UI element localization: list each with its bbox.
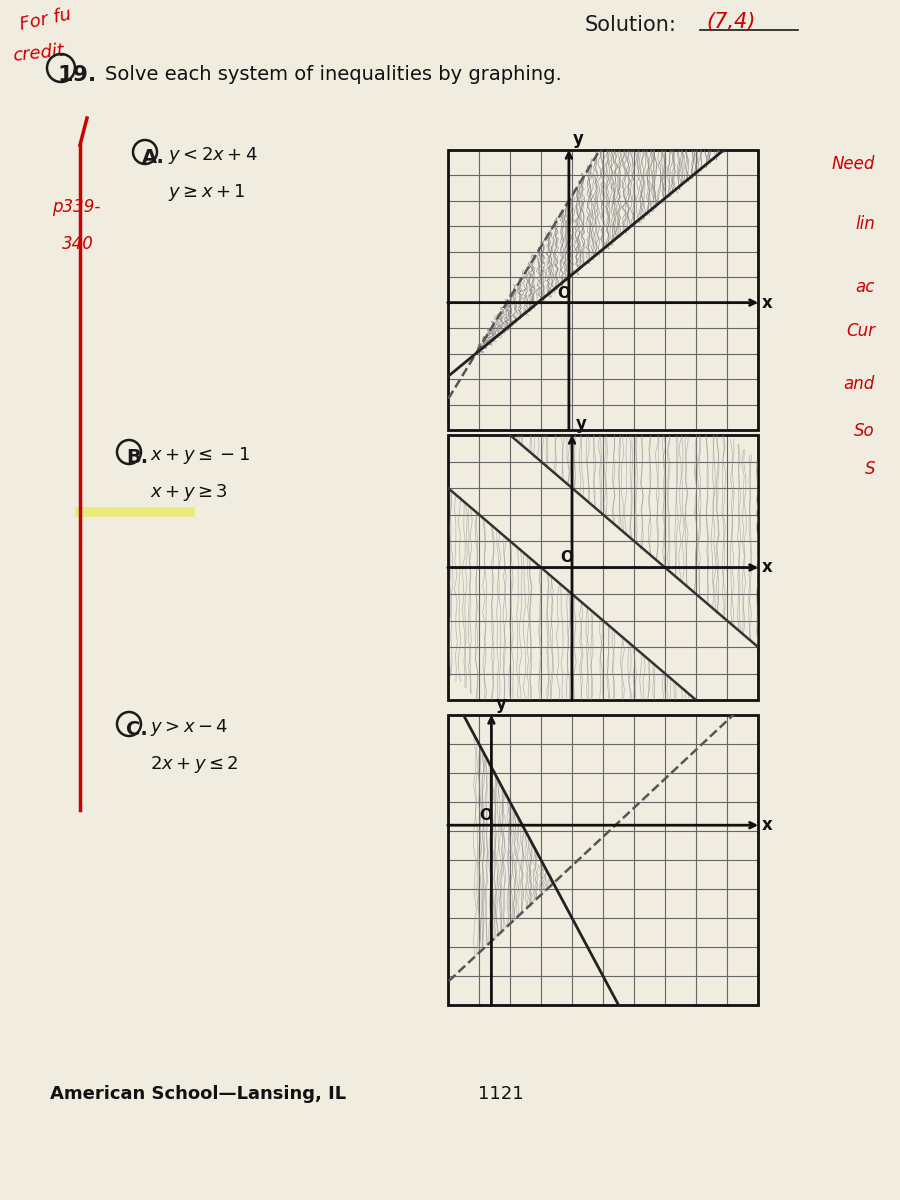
Text: x: x	[762, 294, 773, 312]
Text: 1121: 1121	[478, 1085, 524, 1103]
Text: $x + y \geq 3$: $x + y \geq 3$	[150, 482, 228, 503]
Bar	[448, 150, 758, 430]
Text: Solution:: Solution:	[585, 14, 677, 35]
Text: x: x	[762, 558, 773, 576]
Text: ac: ac	[856, 278, 875, 296]
Text: p339-: p339-	[52, 198, 101, 216]
Bar	[448, 434, 758, 700]
Text: For fu: For fu	[18, 5, 73, 34]
Text: $2x + y \leq 2$: $2x + y \leq 2$	[150, 754, 238, 775]
Text: 19.: 19.	[58, 65, 97, 85]
Bar	[448, 715, 758, 1006]
Text: and: and	[844, 374, 875, 392]
Text: 340: 340	[62, 235, 94, 253]
Text: $y > x - 4$: $y > x - 4$	[150, 716, 229, 738]
Text: y: y	[573, 130, 584, 148]
Text: Cur: Cur	[846, 322, 875, 340]
Text: Need: Need	[832, 155, 875, 173]
Text: American School—Lansing, IL: American School—Lansing, IL	[50, 1085, 346, 1103]
Text: (7,4): (7,4)	[706, 12, 755, 32]
Text: $x + y \leq -1$: $x + y \leq -1$	[150, 445, 250, 466]
Text: $y \geq x + 1$: $y \geq x + 1$	[168, 182, 246, 203]
Text: O: O	[480, 809, 492, 823]
Text: x: x	[762, 816, 773, 834]
Text: O: O	[560, 551, 573, 565]
Text: So: So	[854, 422, 875, 440]
Text: A.: A.	[142, 148, 165, 167]
Text: B.: B.	[126, 448, 148, 467]
Text: $y < 2x + 4$: $y < 2x + 4$	[168, 145, 258, 166]
Text: S: S	[865, 460, 875, 478]
Text: y: y	[495, 695, 507, 713]
Text: y: y	[576, 415, 587, 433]
Text: credit: credit	[12, 42, 66, 65]
Text: lin: lin	[855, 215, 875, 233]
Bar	[448, 715, 758, 1006]
Text: Solve each system of inequalities by graphing.: Solve each system of inequalities by gra…	[105, 65, 562, 84]
Text: C.: C.	[126, 720, 148, 739]
Text: O: O	[557, 286, 570, 300]
Bar	[448, 150, 758, 430]
Bar	[448, 434, 758, 700]
